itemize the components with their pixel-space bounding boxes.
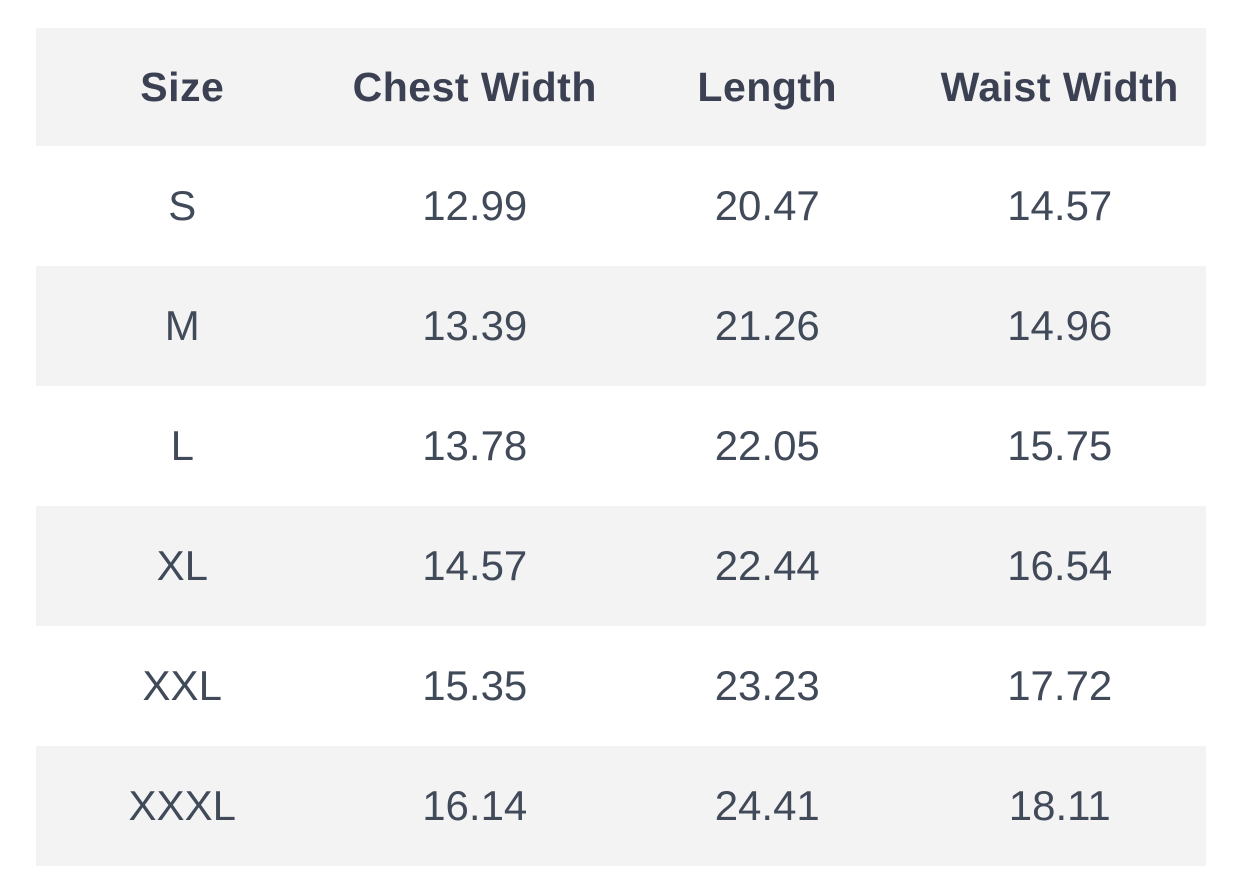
column-header-waist-width: Waist Width <box>940 63 1179 110</box>
cell-chest-width: 15.35 <box>422 662 528 709</box>
cell-waist-width: 15.75 <box>1007 422 1113 469</box>
cell-length: 22.44 <box>714 542 820 589</box>
cell-length: 23.23 <box>714 662 820 709</box>
column-header-length: Length <box>697 63 838 110</box>
column-header-chest-width: Chest Width <box>352 63 597 110</box>
table-row-l: L 13.78 22.05 15.75 <box>36 386 1206 506</box>
cell-chest-width: 12.99 <box>422 182 528 229</box>
cell-size: XL <box>156 542 208 589</box>
cell-length: 21.26 <box>714 302 820 349</box>
cell-waist-width: 18.11 <box>1008 782 1111 829</box>
cell-length: 22.05 <box>714 422 820 469</box>
cell-length: 20.47 <box>714 182 820 229</box>
cell-waist-width: 14.96 <box>1007 302 1113 349</box>
table-row-xxxl: XXXL 16.14 24.41 18.11 <box>36 746 1206 866</box>
cell-chest-width: 13.78 <box>422 422 528 469</box>
table-row-m: M 13.39 21.26 14.96 <box>36 266 1206 386</box>
cell-size: S <box>168 182 197 229</box>
cell-size: L <box>170 422 194 469</box>
table-row-xl: XL 14.57 22.44 16.54 <box>36 506 1206 626</box>
cell-size: M <box>164 302 200 349</box>
table-row-xxl: XXL 15.35 23.23 17.72 <box>36 626 1206 746</box>
column-header-size: Size <box>140 63 225 110</box>
cell-length: 24.41 <box>714 782 820 829</box>
cell-size: XXXL <box>128 782 236 829</box>
table-row-s: S 12.99 20.47 14.57 <box>36 146 1206 266</box>
size-chart-table: Size Chest Width Length Waist Width S 12… <box>36 28 1206 866</box>
header-row: Size Chest Width Length Waist Width <box>36 28 1206 146</box>
size-chart-header: Size Chest Width Length Waist Width <box>36 28 1206 146</box>
cell-waist-width: 17.72 <box>1007 662 1113 709</box>
cell-waist-width: 14.57 <box>1007 182 1113 229</box>
cell-size: XXL <box>142 662 222 709</box>
cell-chest-width: 14.57 <box>422 542 528 589</box>
cell-chest-width: 16.14 <box>422 782 528 829</box>
cell-waist-width: 16.54 <box>1007 542 1113 589</box>
size-chart-body: S 12.99 20.47 14.57 M 13.39 21.26 14.96 … <box>36 146 1206 866</box>
cell-chest-width: 13.39 <box>422 302 528 349</box>
